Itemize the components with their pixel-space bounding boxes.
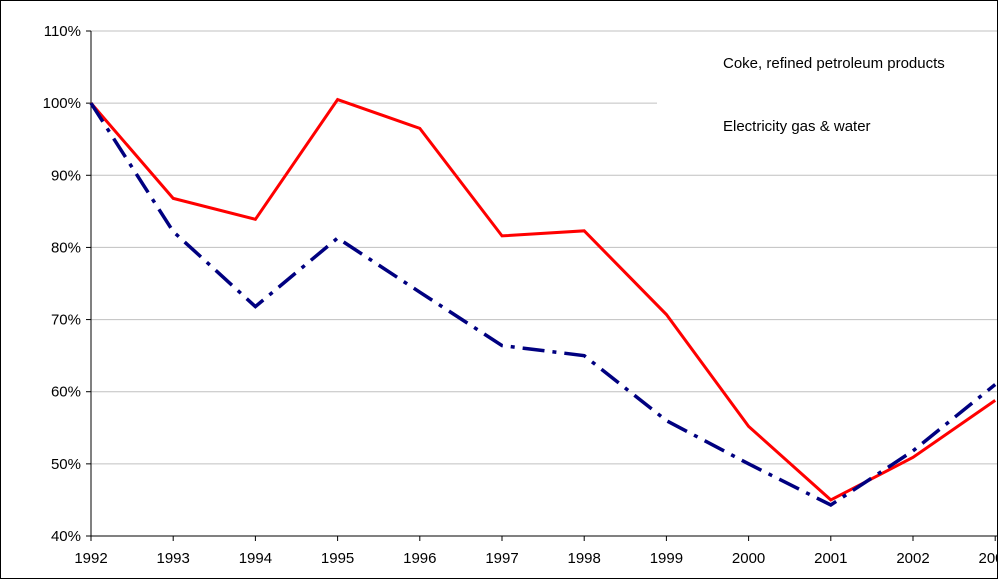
y-tick-label: 60%: [51, 384, 81, 401]
series-line-coke: [89, 102, 997, 507]
series-line-electricity: [89, 97, 997, 502]
y-tick-label: 90%: [51, 167, 81, 184]
x-tick-label: 2002: [896, 550, 929, 567]
x-tick-label: 1992: [74, 550, 107, 567]
legend-label-coke: Coke, refined petroleum products: [723, 55, 945, 72]
x-tick-label: 2001: [814, 550, 847, 567]
legend: Coke, refined petroleum products Electri…: [657, 47, 997, 167]
x-tick-label: 1994: [239, 550, 272, 567]
x-tick-label: 1993: [157, 550, 190, 567]
y-tick-label: 110%: [44, 23, 81, 40]
x-tick-label: 1996: [403, 550, 436, 567]
x-tick-label: 1995: [321, 550, 354, 567]
y-tick-label: 100%: [43, 95, 81, 112]
y-tick-label: 70%: [51, 312, 81, 329]
x-tick-label: 1997: [485, 550, 518, 567]
x-tick-label: 1999: [650, 550, 683, 567]
y-tick-label: 40%: [51, 528, 81, 545]
x-tick-label: 2000: [732, 550, 765, 567]
x-tick-label: 1998: [568, 550, 601, 567]
x-tick-label: 2003: [979, 550, 997, 567]
y-tick-label: 80%: [51, 239, 81, 256]
y-tick-label: 50%: [51, 456, 81, 473]
legend-label-electricity: Electricity gas & water: [723, 118, 871, 135]
